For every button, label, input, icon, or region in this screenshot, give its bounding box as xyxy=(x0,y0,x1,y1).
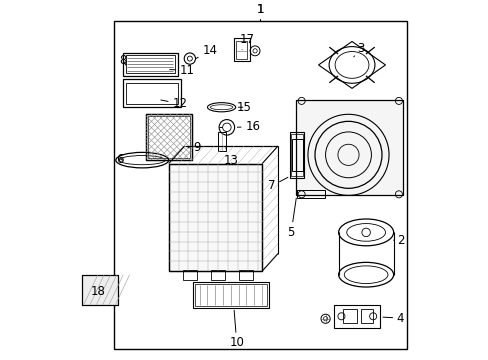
Bar xyxy=(291,134,302,176)
Bar xyxy=(125,55,174,73)
Bar xyxy=(183,270,197,280)
Bar xyxy=(291,139,302,171)
Text: 5: 5 xyxy=(287,198,296,239)
Text: 18: 18 xyxy=(91,285,106,298)
Text: 8: 8 xyxy=(119,54,126,67)
Text: 1: 1 xyxy=(256,3,264,15)
Bar xyxy=(168,164,262,271)
Bar xyxy=(114,21,406,349)
Text: 4: 4 xyxy=(382,311,404,325)
Text: 9: 9 xyxy=(188,140,201,154)
Text: 10: 10 xyxy=(229,310,244,350)
Bar xyxy=(168,164,262,271)
Text: 7: 7 xyxy=(267,177,287,192)
Text: 3: 3 xyxy=(353,42,364,57)
Bar xyxy=(147,116,189,158)
Bar xyxy=(236,41,247,59)
Bar xyxy=(145,114,191,160)
Bar xyxy=(82,275,117,305)
Text: 2: 2 xyxy=(393,234,404,247)
Text: 14: 14 xyxy=(196,44,217,59)
Text: 16: 16 xyxy=(237,120,260,133)
Bar xyxy=(145,114,191,160)
Bar xyxy=(360,309,372,323)
Bar xyxy=(334,305,380,328)
Bar xyxy=(233,39,249,62)
Text: 11: 11 xyxy=(169,64,194,77)
Text: 1: 1 xyxy=(256,3,264,15)
Text: 13: 13 xyxy=(223,148,238,167)
Text: 12: 12 xyxy=(161,97,187,110)
Bar xyxy=(289,132,304,178)
Bar xyxy=(295,100,402,195)
Bar xyxy=(193,282,268,308)
Bar xyxy=(122,53,177,76)
Bar xyxy=(195,284,266,306)
Bar xyxy=(218,132,225,151)
Bar xyxy=(211,270,224,280)
Text: 6: 6 xyxy=(116,153,123,166)
Bar xyxy=(343,309,357,323)
Bar xyxy=(296,190,324,198)
Bar xyxy=(239,270,253,280)
Bar xyxy=(82,275,117,305)
Text: 17: 17 xyxy=(240,33,254,50)
Bar xyxy=(126,82,177,104)
Bar xyxy=(122,79,181,107)
Text: 15: 15 xyxy=(236,101,251,114)
